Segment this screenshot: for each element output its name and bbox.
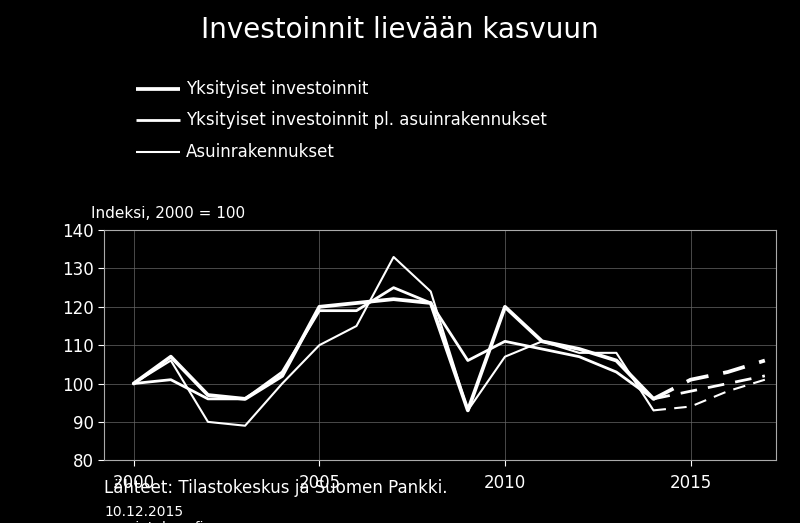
Text: Investoinnit lievään kasvuun: Investoinnit lievään kasvuun xyxy=(201,16,599,44)
Text: Yksityiset investoinnit pl. asuinrakennukset: Yksityiset investoinnit pl. asuinrakennu… xyxy=(186,111,546,129)
Text: Yksityiset investoinnit: Yksityiset investoinnit xyxy=(186,80,368,98)
Text: Indeksi, 2000 = 100: Indeksi, 2000 = 100 xyxy=(90,206,245,221)
Text: Asuinrakennukset: Asuinrakennukset xyxy=(186,143,334,161)
Text: Lähteet: Tilastokeskus ja Suomen Pankki.: Lähteet: Tilastokeskus ja Suomen Pankki. xyxy=(104,479,447,496)
Text: 10.12.2015
eurojatalous.fi: 10.12.2015 eurojatalous.fi xyxy=(104,505,203,523)
